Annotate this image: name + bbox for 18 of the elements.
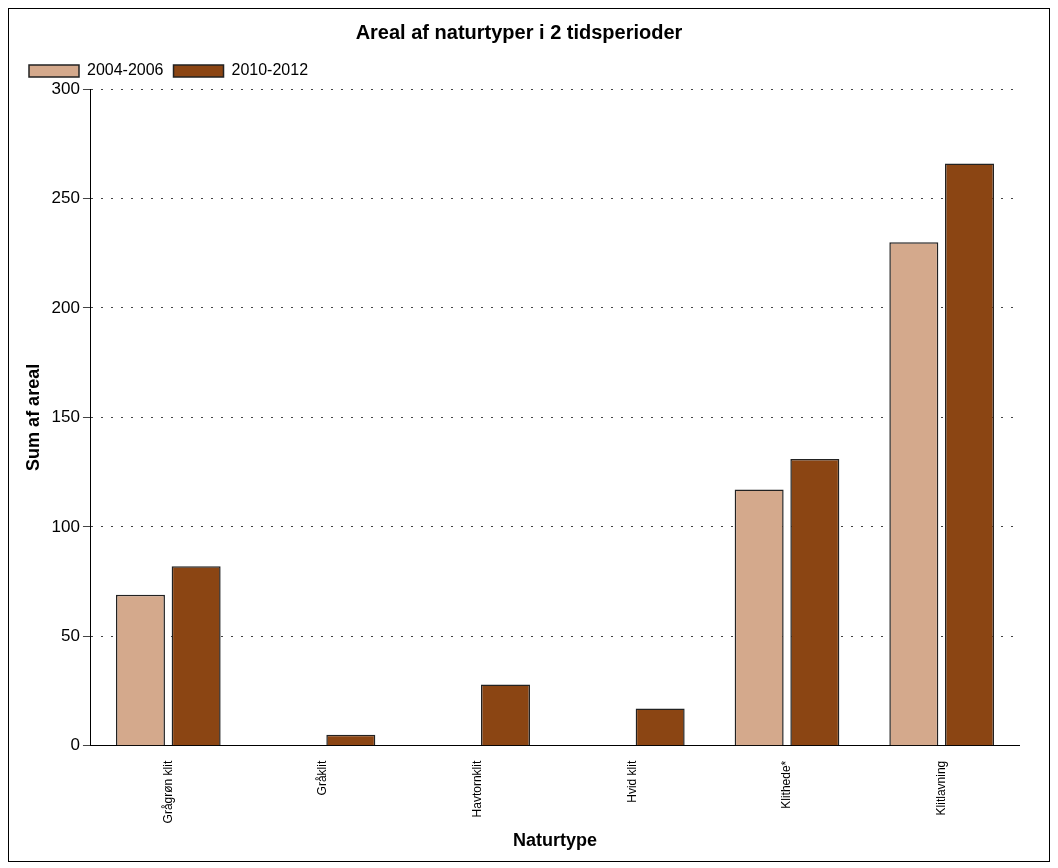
y-tick-label: 250 [51,188,80,208]
legend-label: 2010-2012 [231,61,309,79]
y-tick-label: 200 [51,297,80,317]
y-tick-label: 0 [70,735,80,755]
x-tick-label: Klithede* [779,760,794,809]
legend-label: 2004-2006 [87,61,164,79]
chart-title: Areal af naturtyper i 2 tidsperioder [355,20,683,43]
x-axis-title: Naturtype [512,830,597,851]
x-tick-label: Klitlavning [933,760,948,816]
y-tick-label: 150 [51,407,80,427]
x-tick-label: Havtornklit [469,760,484,818]
y-tick-label: 50 [61,625,80,645]
y-tick-label: 100 [51,516,80,536]
y-tick-label: 300 [51,78,80,98]
y-axis-title: Sum af areal [22,363,43,471]
x-tick-label: Gråklit [315,760,330,796]
x-tick-label: Hvid klit [624,760,639,803]
x-tick-label: Grågrøn klit [160,760,175,824]
